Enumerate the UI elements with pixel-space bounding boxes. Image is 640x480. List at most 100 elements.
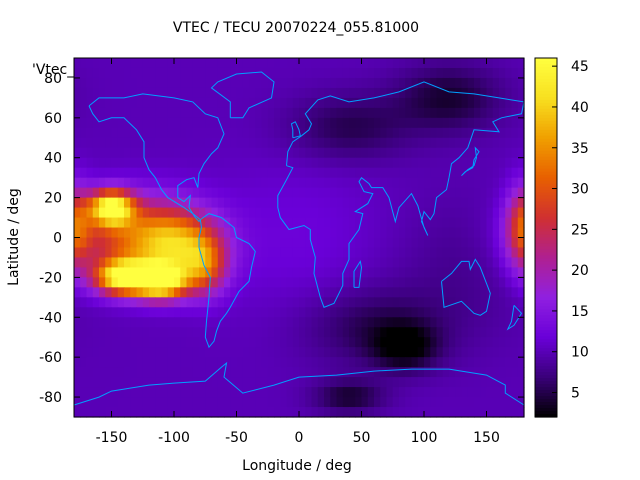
heatmap-cell (130, 277, 138, 288)
heatmap-cell (149, 227, 156, 239)
heatmap-cell (211, 58, 219, 69)
heatmap-cell (355, 407, 363, 418)
heatmap-cell (349, 287, 356, 298)
heatmap-cell (149, 217, 156, 229)
heatmap-cell (461, 177, 469, 189)
heatmap-cell (149, 377, 156, 388)
heatmap-cell (342, 357, 350, 368)
colorbar-step (535, 123, 557, 128)
heatmap-cell (505, 67, 513, 79)
heatmap-cell (199, 277, 206, 288)
heatmap-cell (480, 127, 488, 139)
heatmap-cell (311, 217, 319, 229)
heatmap-cell (124, 197, 131, 209)
heatmap-cell (292, 107, 300, 119)
heatmap-cell (411, 167, 419, 179)
heatmap-cell (442, 267, 450, 278)
heatmap-cell (455, 137, 463, 149)
heatmap-cell (305, 187, 313, 199)
heatmap-cell (117, 397, 125, 408)
heatmap-cell (124, 377, 131, 388)
heatmap-cell (355, 167, 363, 179)
heatmap-cell (474, 377, 481, 388)
heatmap-cell (280, 127, 288, 139)
heatmap-cell (274, 107, 281, 119)
heatmap-cell (417, 297, 425, 308)
heatmap-cell (174, 217, 181, 229)
heatmap-cell (117, 87, 125, 99)
heatmap-cell (299, 127, 306, 139)
heatmap-cell (192, 167, 200, 179)
heatmap-cell (517, 137, 525, 149)
heatmap-cell (86, 87, 94, 99)
heatmap-cell (492, 137, 500, 149)
heatmap-cell (499, 157, 506, 169)
heatmap-cell (80, 297, 88, 308)
heatmap-cell (299, 97, 306, 109)
heatmap-cell (311, 197, 319, 209)
heatmap-cell (299, 207, 306, 219)
heatmap-cell (255, 267, 263, 278)
heatmap-cell (430, 367, 438, 378)
heatmap-cell (161, 407, 169, 418)
heatmap-cell (267, 187, 275, 199)
heatmap-cell (461, 377, 469, 388)
heatmap-cell (424, 97, 431, 109)
heatmap-cell (199, 317, 206, 328)
heatmap-cell (230, 67, 238, 79)
heatmap-cell (305, 327, 313, 338)
heatmap-cell (486, 407, 494, 418)
heatmap-cell (192, 187, 200, 199)
colorbar-step (535, 408, 557, 412)
heatmap-cell (349, 97, 356, 109)
heatmap-cell (342, 127, 350, 139)
heatmap-cell (161, 257, 169, 269)
heatmap-cell (511, 387, 519, 398)
heatmap-cell (424, 217, 431, 229)
colorbar-step (535, 288, 557, 292)
heatmap-cell (280, 317, 288, 328)
heatmap-cell (405, 187, 413, 199)
heatmap-cell (192, 227, 200, 239)
heatmap-cell (117, 187, 125, 199)
heatmap-cell (149, 67, 156, 79)
heatmap-cell (330, 387, 338, 398)
heatmap-cell (355, 247, 363, 259)
heatmap-cell (255, 297, 263, 308)
heatmap-cell (142, 77, 150, 89)
heatmap-cell (380, 307, 388, 318)
heatmap-cell (386, 127, 394, 139)
heatmap-cell (311, 377, 319, 388)
heatmap-cell (149, 237, 156, 249)
heatmap-cell (336, 247, 344, 259)
heatmap-cell (367, 127, 375, 139)
heatmap-cell (211, 407, 219, 418)
heatmap-cell (86, 347, 94, 358)
heatmap-cell (230, 58, 238, 69)
heatmap-cell (80, 267, 88, 278)
heatmap-cell (280, 397, 288, 408)
heatmap-cell (417, 367, 425, 378)
heatmap-cell (217, 277, 225, 288)
heatmap-cell (474, 107, 481, 119)
heatmap-cell (517, 97, 525, 109)
heatmap-cell (292, 287, 300, 298)
y-tick-label: -20 (39, 270, 62, 286)
heatmap-cell (286, 267, 294, 278)
heatmap-cell (261, 257, 269, 269)
heatmap-cell (517, 277, 525, 288)
heatmap-cell (205, 67, 213, 79)
heatmap-cell (86, 257, 94, 269)
heatmap-cell (480, 287, 488, 298)
heatmap-cell (374, 58, 381, 69)
heatmap-cell (324, 197, 331, 209)
heatmap-cell (317, 167, 325, 179)
heatmap-cell (399, 257, 406, 269)
heatmap-cell (355, 127, 363, 139)
heatmap-cell (124, 227, 131, 239)
heatmap-cell (230, 97, 238, 109)
heatmap-cell (80, 317, 88, 328)
heatmap-cell (249, 217, 256, 229)
heatmap-cell (492, 167, 500, 179)
heatmap-cell (205, 177, 213, 189)
